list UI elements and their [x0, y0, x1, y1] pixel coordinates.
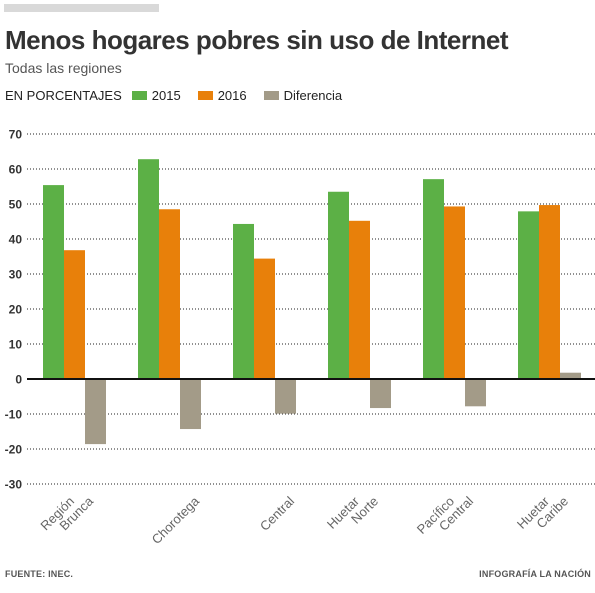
- bar-2015: [233, 223, 254, 379]
- bar-2015: [328, 191, 349, 379]
- bar-2015: [518, 211, 539, 379]
- bar-diferencia: [370, 379, 391, 409]
- gridlines: [27, 133, 595, 485]
- bar-diferencia: [560, 372, 581, 379]
- bar-2016: [349, 220, 370, 379]
- y-tick-label: 30: [9, 268, 23, 282]
- bar-diferencia: [275, 379, 296, 414]
- legend-swatch-2016: [197, 90, 213, 100]
- legend-item-diferencia: Diferencia: [263, 87, 343, 103]
- legend-label-diferencia: Diferencia: [283, 87, 343, 103]
- y-tick-label: 0: [15, 373, 22, 387]
- top-bar: [4, 4, 159, 12]
- legend-label-2016: 2016: [217, 87, 247, 103]
- legend-units: EN PORCENTAJES: [5, 87, 122, 103]
- bar-diferencia: [465, 379, 486, 407]
- source-note: FUENTE: INEC.: [5, 569, 74, 579]
- credit-note: INFOGRAFÍA LA NACIÓN: [479, 569, 591, 579]
- bar-2016: [444, 206, 465, 379]
- legend: EN PORCENTAJES 2015 2016 Diferencia: [5, 87, 359, 103]
- legend-item-2015: 2015: [131, 87, 181, 103]
- bar-2015: [423, 179, 444, 379]
- legend-swatch-2015: [131, 90, 147, 100]
- legend-item-2016: 2016: [197, 87, 247, 103]
- bar-2015: [43, 185, 64, 379]
- y-tick-label: -10: [5, 408, 23, 422]
- bars: [43, 159, 581, 445]
- bar-diferencia: [85, 379, 106, 445]
- legend-label-2015: 2015: [151, 87, 181, 103]
- bar-2016: [159, 209, 180, 379]
- y-axis-ticks: 70 60 50 40 30 20 10 0 -10 -20 -30: [5, 128, 23, 492]
- y-tick-label: 50: [9, 198, 23, 212]
- legend-swatch-diferencia: [263, 90, 279, 100]
- bar-2016: [539, 205, 560, 379]
- y-tick-label: -30: [5, 478, 23, 492]
- chart-title: Menos hogares pobres sin uso de Internet: [5, 25, 508, 55]
- y-tick-label: 20: [9, 303, 23, 317]
- bar-2015: [138, 159, 159, 379]
- y-tick-label: 60: [9, 163, 23, 177]
- y-tick-label: -20: [5, 443, 23, 457]
- bar-diferencia: [180, 379, 201, 430]
- y-tick-label: 40: [9, 233, 23, 247]
- y-tick-label: 10: [9, 338, 23, 352]
- bar-2016: [64, 250, 85, 379]
- bar-2016: [254, 258, 275, 379]
- x-tick-label: Central: [257, 493, 297, 533]
- y-tick-label: 70: [9, 128, 23, 142]
- x-tick-label: Chorotega: [149, 493, 203, 547]
- chart-subtitle: Todas las regiones: [5, 60, 122, 76]
